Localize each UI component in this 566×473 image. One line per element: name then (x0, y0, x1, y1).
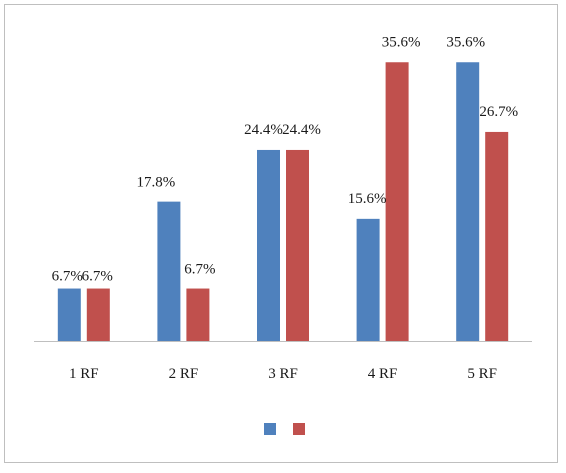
data-label-series2-4-rf: 35.6% (382, 34, 421, 50)
data-label-series2-5-rf: 26.7% (479, 104, 518, 120)
data-label-series1-2-rf: 17.8% (137, 175, 176, 191)
x-tick-label: 3 RF (268, 366, 298, 382)
x-tick-label: 4 RF (368, 366, 398, 382)
bar-series1-2-rf (157, 201, 181, 341)
bar-series1-1-rf (57, 288, 81, 341)
data-label-series2-2-rf: 6.7% (184, 262, 215, 278)
bar-series1-3-rf (257, 149, 280, 341)
bar-series2-1-rf (86, 288, 110, 341)
data-label-series2-1-rf: 6.7% (82, 269, 113, 285)
bar-series2-3-rf (286, 149, 309, 341)
bars-layer (57, 62, 509, 341)
legend (264, 423, 305, 435)
x-tick-label: 1 RF (69, 366, 99, 382)
data-label-series1-3-rf: 24.4% (244, 122, 283, 138)
bar-series2-2-rf (186, 288, 210, 341)
legend-swatch-series2 (293, 423, 305, 435)
data-label-series2-3-rf: 24.4% (282, 122, 321, 138)
data-label-series1-5-rf: 35.6% (446, 34, 485, 50)
bar-series2-4-rf (385, 62, 409, 341)
bar-series2-5-rf (485, 131, 509, 341)
data-label-series1-1-rf: 6.7% (52, 269, 83, 285)
x-tick-labels: 1 RF 2 RF 3 RF 4 RF 5 RF (69, 366, 497, 382)
data-labels-layer: 6.7%6.7%17.8%6.7%24.4% 24.4%15.6%35.6% 35.… (52, 34, 518, 284)
x-tick-label: 2 RF (169, 366, 199, 382)
x-tick-label: 5 RF (467, 366, 497, 382)
data-label-series1-4-rf: 15.6% (348, 191, 387, 207)
bar-series1-5-rf (456, 62, 480, 341)
legend-swatch-series1 (264, 423, 276, 435)
bar-series1-4-rf (356, 218, 380, 341)
